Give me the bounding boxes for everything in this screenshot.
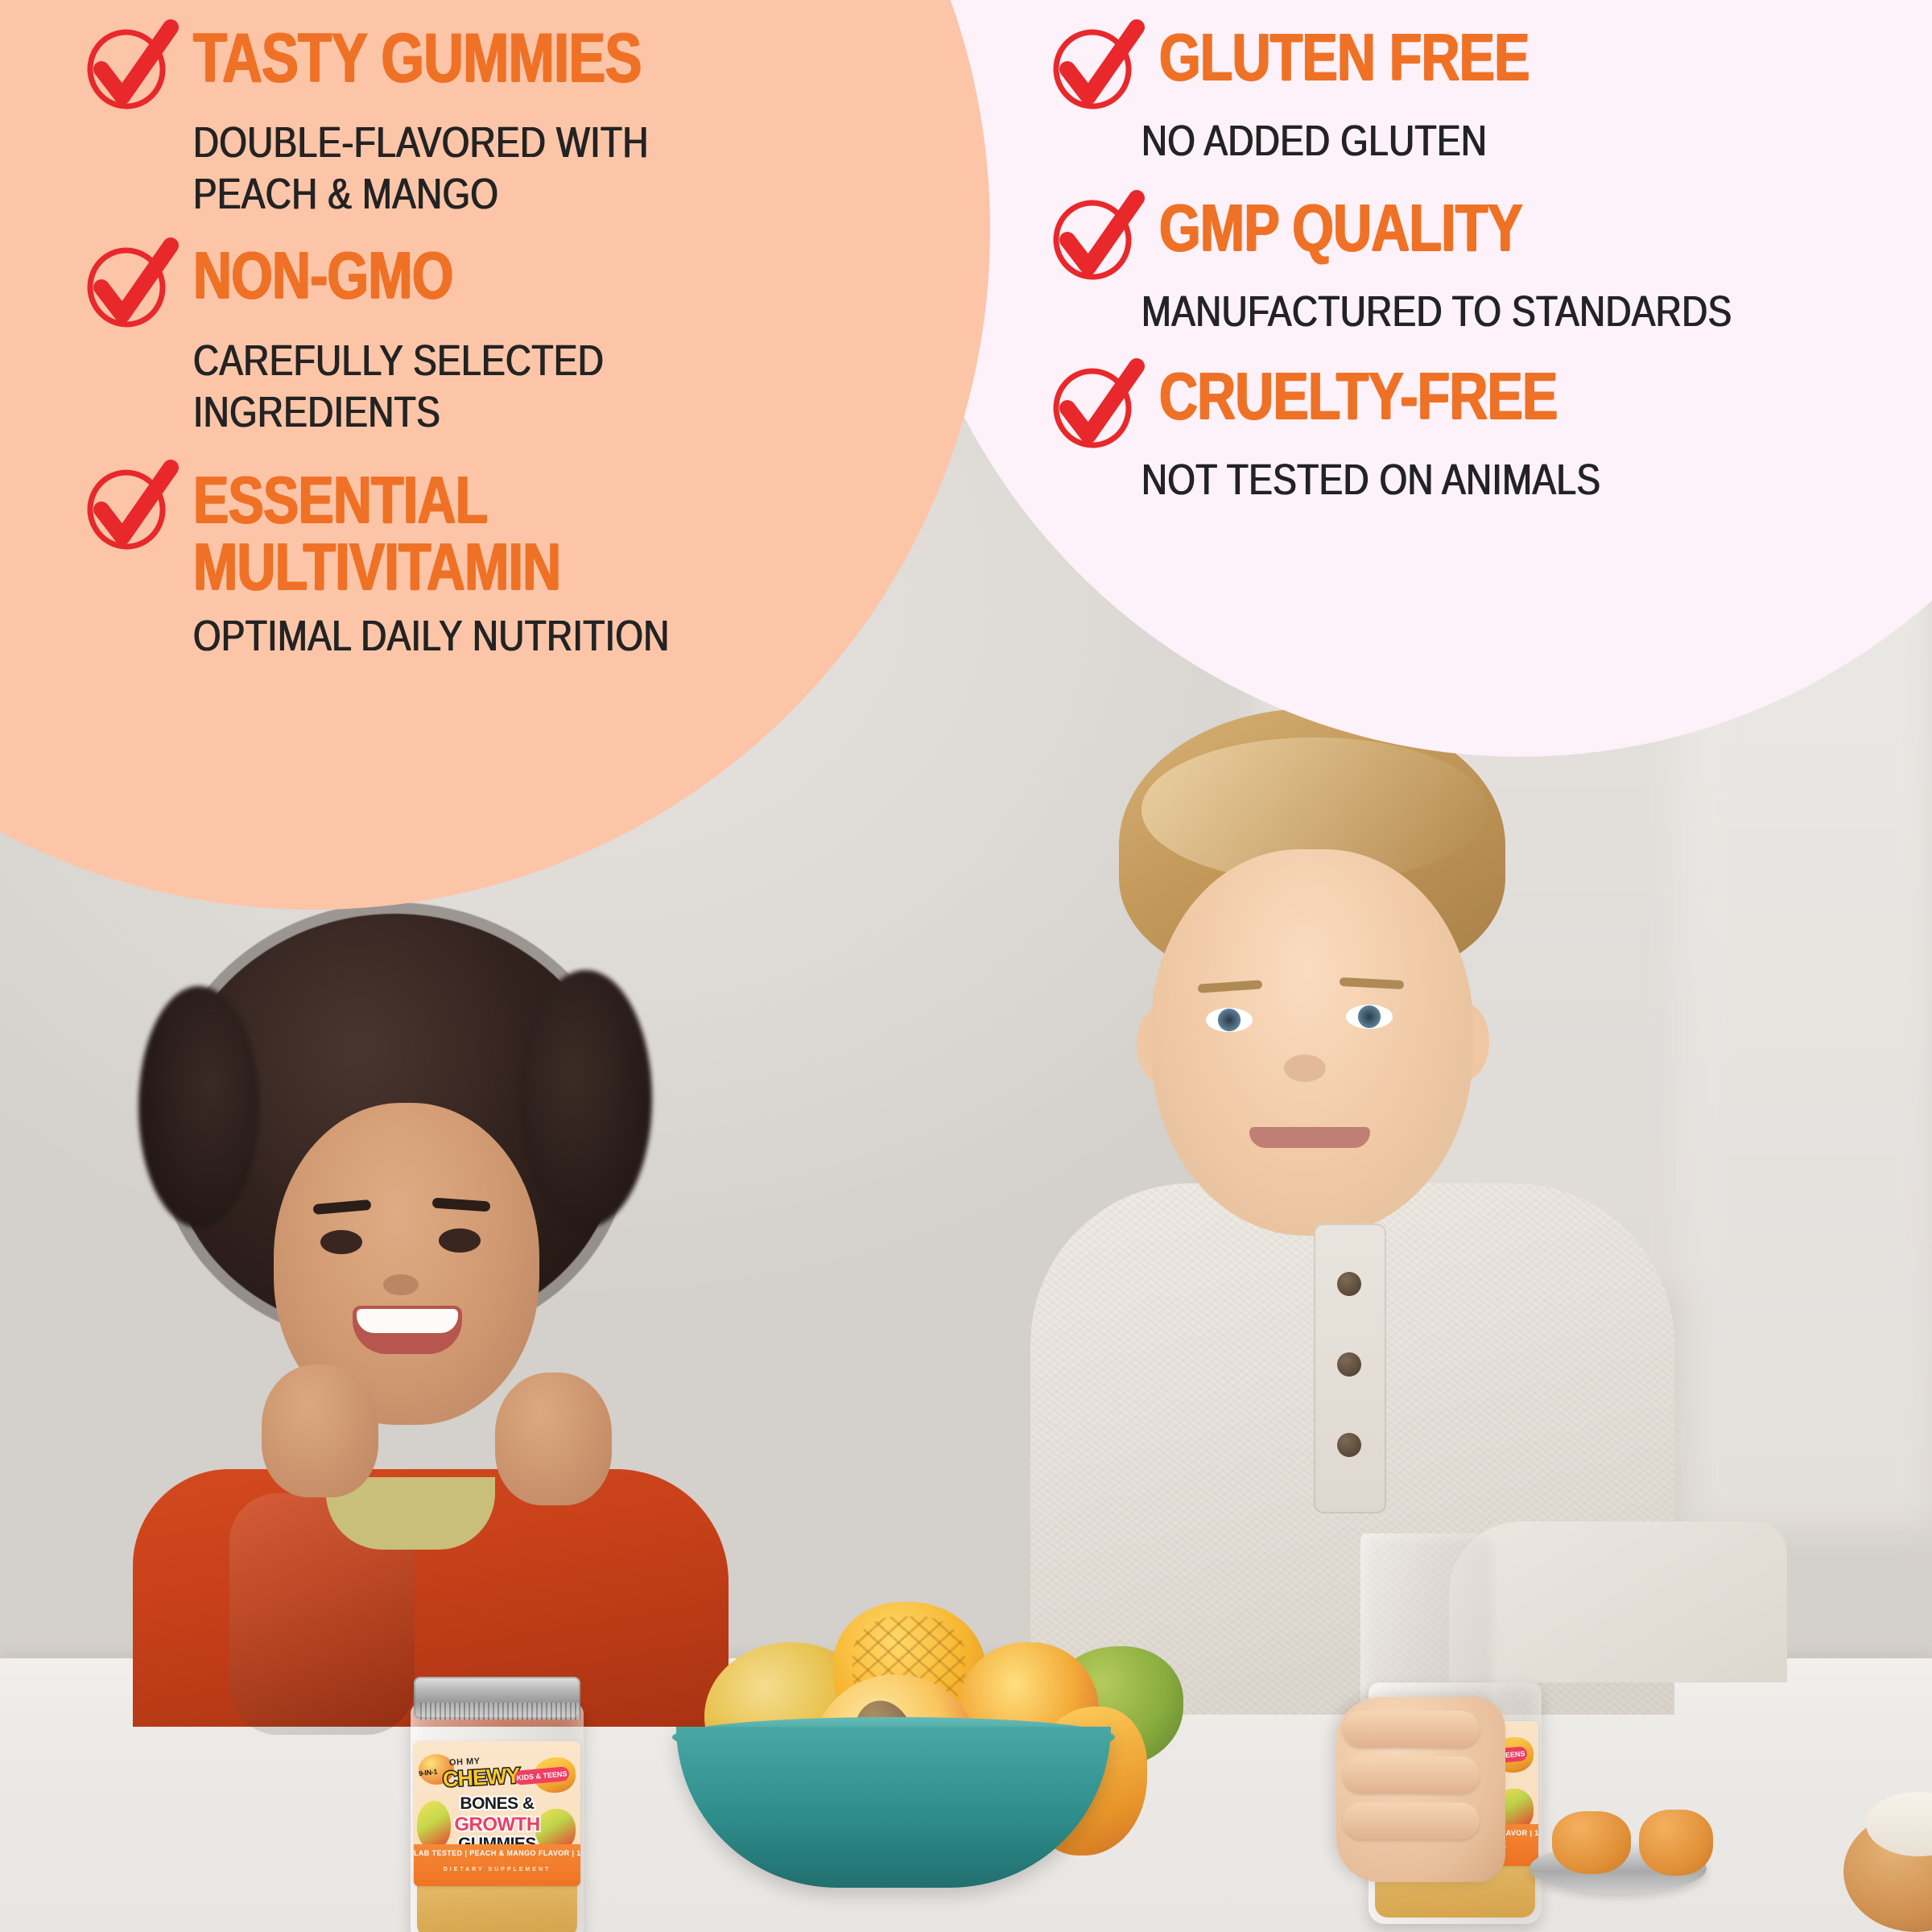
label-gummy-art xyxy=(417,1801,451,1849)
feature-subtitle: MANUFACTURED TO STANDARDS xyxy=(1141,287,1732,336)
feature-title: GMP QUALITY xyxy=(1159,189,1523,265)
label-name-line2: GROWTH xyxy=(452,1812,542,1837)
boy-face xyxy=(1151,849,1473,1236)
label-peach-art xyxy=(419,1754,454,1785)
boy-finger xyxy=(1343,1802,1480,1839)
girl-fist-right xyxy=(495,1373,612,1505)
feature-subtitle: NO ADDED GLUTEN xyxy=(1141,117,1488,165)
girl-teeth xyxy=(357,1309,458,1333)
feature-column-left: TASTY GUMMIES DOUBLE-FLAVORED WITH PEACH… xyxy=(80,19,902,667)
label-supplement-line: DIETARY SUPPLEMENT xyxy=(443,1867,551,1872)
check-circle-icon xyxy=(1046,19,1145,109)
feature-title: GLUTEN FREE xyxy=(1159,19,1530,94)
boy-eye-left xyxy=(1206,1008,1253,1032)
jar-lid xyxy=(414,1677,580,1720)
product-jar-left[interactable]: 9-IN-1 OH MY CHEWY KIDS & TEENS BONES & … xyxy=(411,1670,584,1932)
feature-subtitle: DOUBLE-FLAVORED WITH PEACH & MANGO xyxy=(193,118,649,218)
feature-cruelty-free: CRUELTY-FREE NOT TESTED ON ANIMALS xyxy=(1046,358,1916,506)
check-circle-icon xyxy=(80,19,179,109)
label-claims-band: LAB TESTED | PEACH & MANGO FLAVOR | 120 … xyxy=(414,1844,580,1886)
feature-essential-multivitamin: ESSENTIAL MULTIVITAMIN OPTIMAL DAILY NUT… xyxy=(80,459,902,663)
feature-title: NON-GMO xyxy=(193,237,453,313)
girl-smile xyxy=(353,1306,462,1354)
feature-column-right: GLUTEN FREE NO ADDED GLUTEN GMP QUALITY … xyxy=(1046,19,1916,511)
feature-gmp-quality: GMP QUALITY MANUFACTURED TO STANDARDS xyxy=(1046,189,1916,338)
gummies-in-cup xyxy=(1368,1544,1489,1616)
feature-gluten-free: GLUTEN FREE NO ADDED GLUTEN xyxy=(1046,19,1916,167)
fruit-bowl xyxy=(676,1727,1111,1888)
check-circle-icon xyxy=(80,237,179,328)
label-brand-main: CHEWY xyxy=(441,1762,522,1793)
jar-lid-ribs xyxy=(420,1703,580,1720)
feature-subtitle: OPTIMAL DAILY NUTRITION xyxy=(193,611,670,660)
girl-fist-left xyxy=(262,1364,378,1497)
boy-arm xyxy=(1449,1521,1787,1682)
loose-gummy xyxy=(1552,1811,1631,1874)
feature-title: ESSENTIAL MULTIVITAMIN xyxy=(193,461,561,604)
boy-nose xyxy=(1284,1055,1326,1082)
boy-shirt-button xyxy=(1337,1352,1361,1377)
check-circle-icon xyxy=(1046,358,1145,448)
label-name-line1: BONES & xyxy=(458,1793,536,1814)
boy-mouth xyxy=(1249,1127,1370,1148)
boy-finger xyxy=(1343,1711,1480,1748)
feature-tasty-gummies: TASTY GUMMIES DOUBLE-FLAVORED WITH PEACH… xyxy=(80,19,902,220)
label-claims: LAB TESTED | PEACH & MANGO FLAVOR | 120 … xyxy=(414,1849,580,1857)
feature-subtitle: NOT TESTED ON ANIMALS xyxy=(1141,456,1601,505)
feature-non-gmo: NON-GMO CAREFULLY SELECTED INGREDIENTS xyxy=(80,237,902,438)
boy-finger xyxy=(1343,1757,1480,1794)
girl-eye-left xyxy=(320,1230,362,1254)
jar-label: 9-IN-1 OH MY CHEWY KIDS & TEENS BONES & … xyxy=(414,1741,580,1886)
boy-shirt-button xyxy=(1337,1272,1361,1296)
feature-subtitle: CAREFULLY SELECTED INGREDIENTS xyxy=(193,336,605,437)
feature-title: CRUELTY-FREE xyxy=(1159,358,1558,434)
loose-gummy xyxy=(1639,1810,1713,1876)
check-circle-icon xyxy=(80,459,179,550)
boy-shirt-button xyxy=(1337,1433,1361,1457)
check-circle-icon xyxy=(1046,189,1145,280)
child-boy xyxy=(1030,708,1787,1715)
child-girl xyxy=(125,914,737,1735)
feature-title: TASTY GUMMIES xyxy=(193,19,642,97)
girl-eye-right xyxy=(439,1228,481,1253)
girl-nose xyxy=(383,1274,419,1295)
boy-eye-right xyxy=(1346,1005,1393,1029)
